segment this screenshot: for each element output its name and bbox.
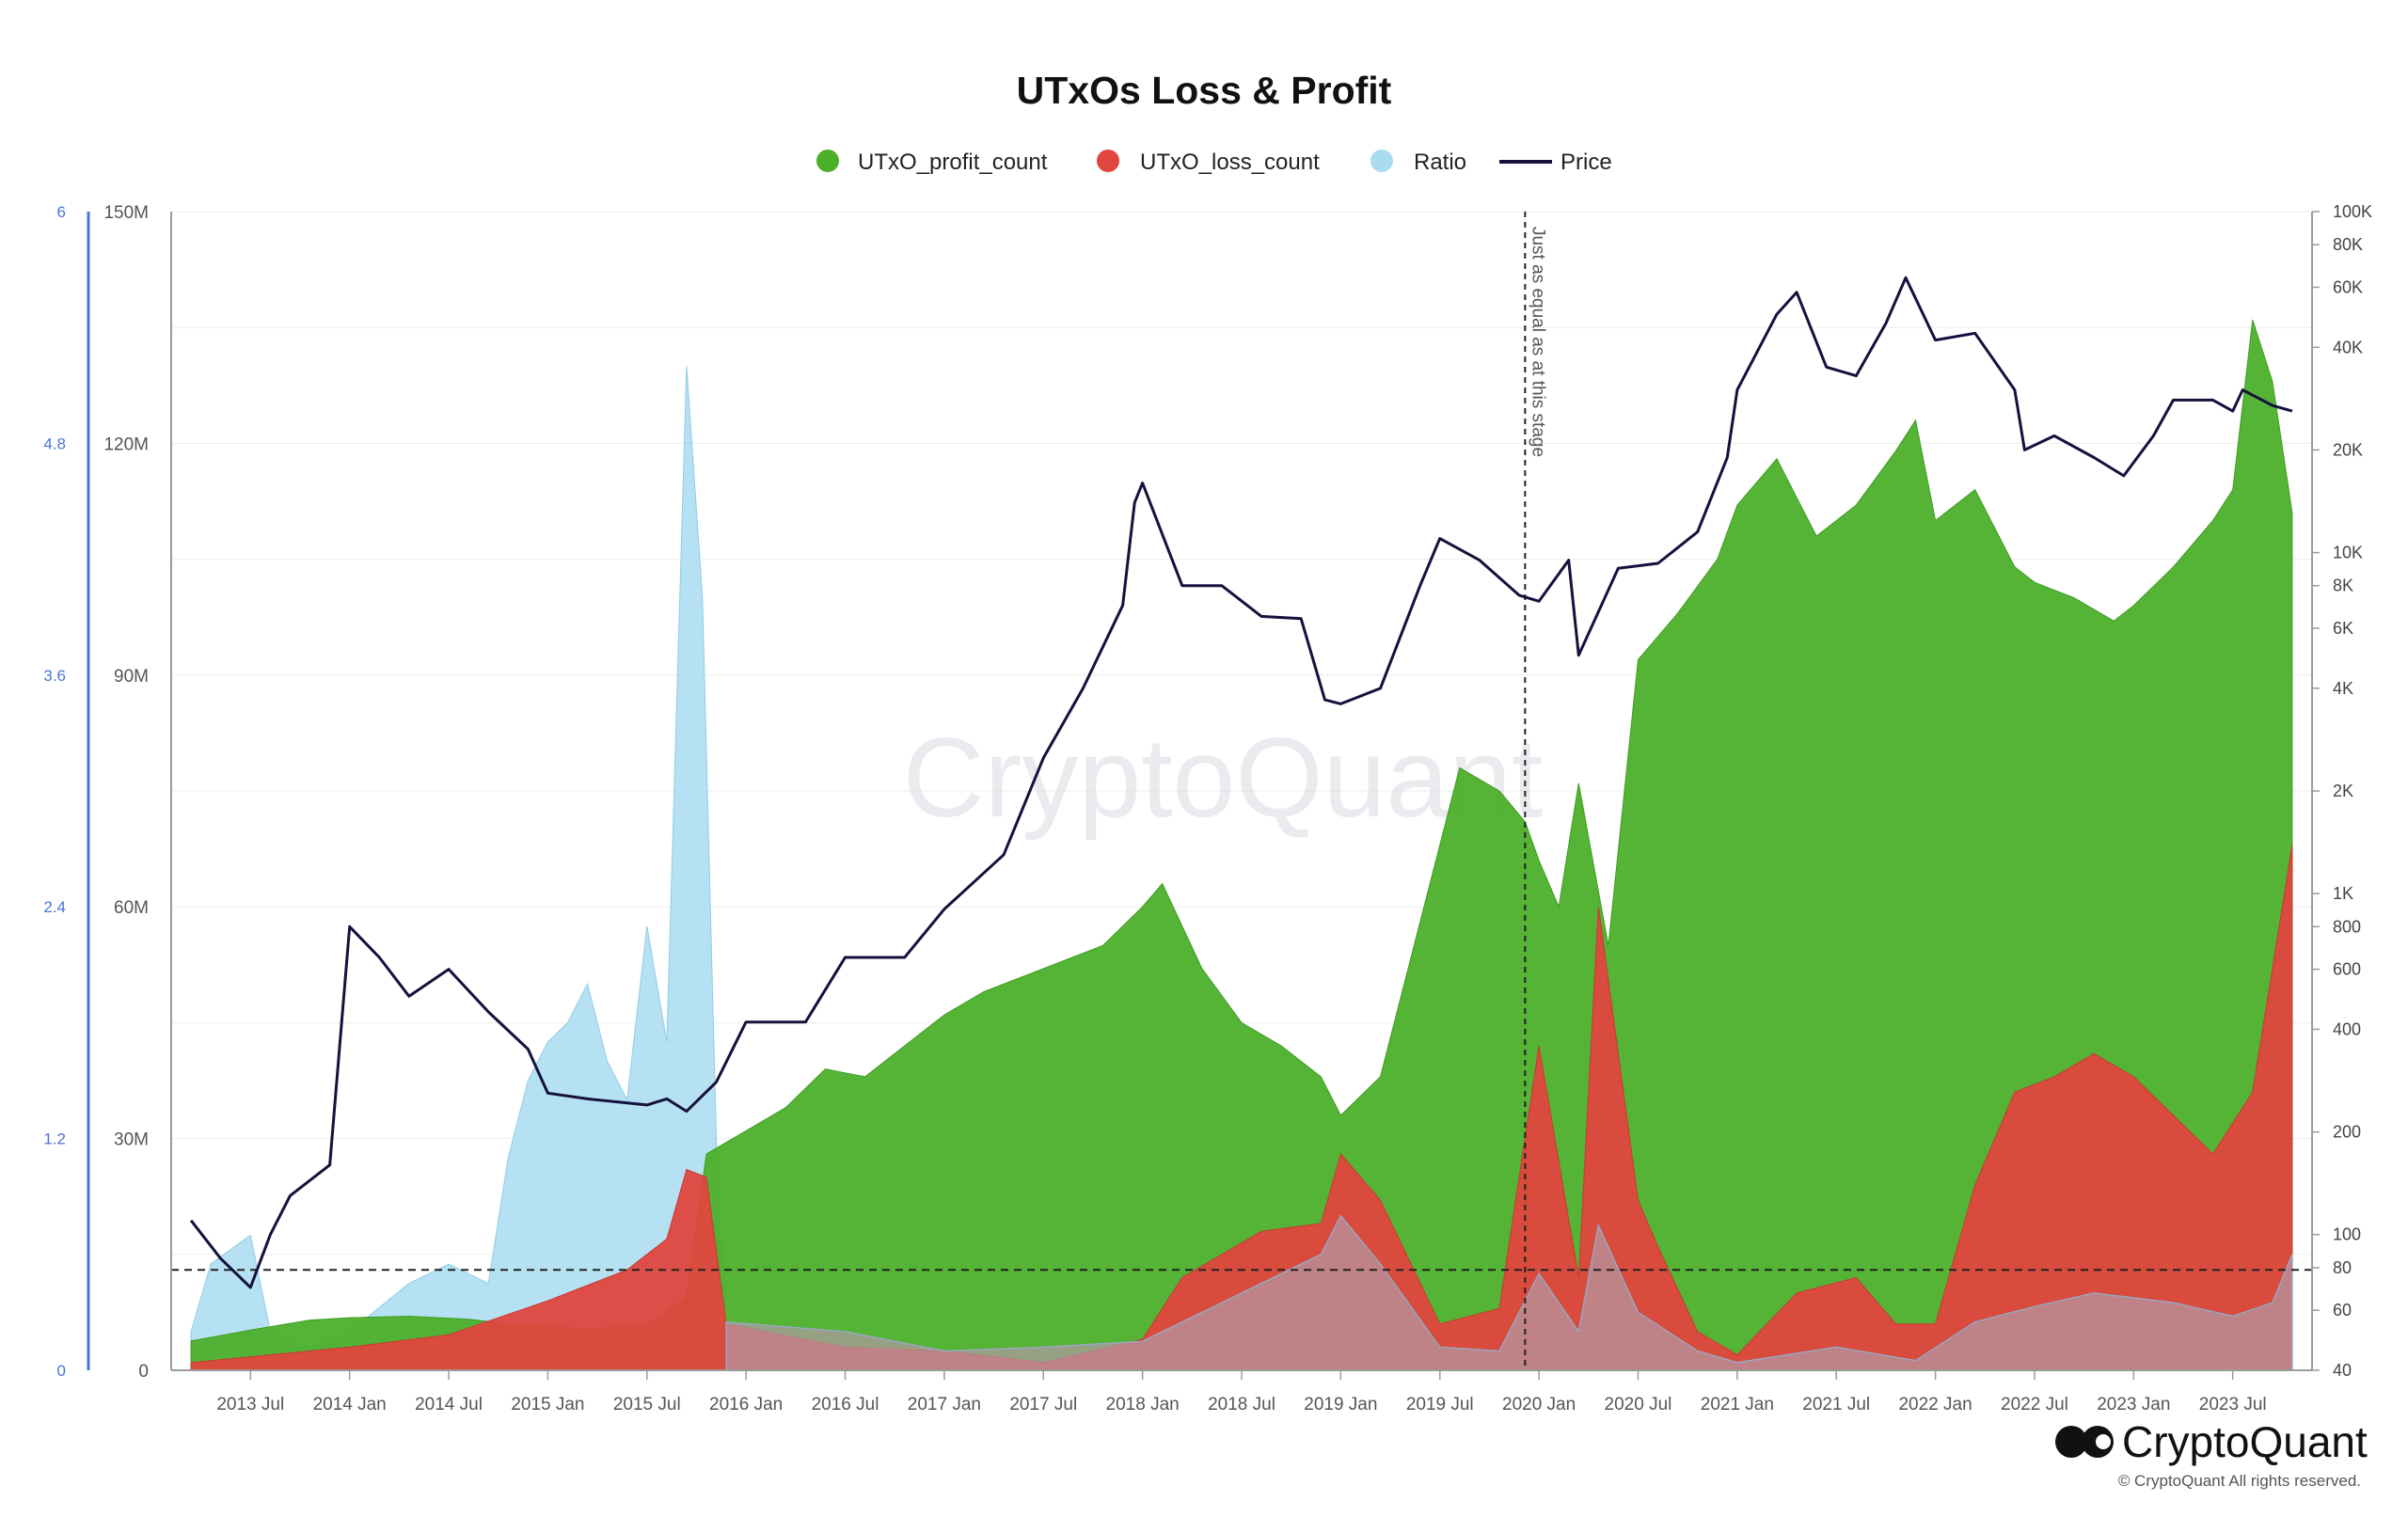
y-price-tick-label: 60 [2333, 1301, 2352, 1319]
x-tick-label: 2013 Jul [216, 1395, 284, 1414]
brand-logo: CryptoQuant [2055, 1417, 2368, 1466]
y-left-tick-label: 30M [114, 1130, 149, 1150]
y-price-tick-label: 100K [2333, 202, 2372, 221]
x-tick-label: 2023 Jan [2097, 1395, 2170, 1414]
y-ratio-tick-label: 2.4 [43, 898, 66, 916]
x-tick-label: 2019 Jan [1304, 1395, 1377, 1414]
x-tick-label: 2020 Jan [1502, 1395, 1576, 1414]
y-ratio-tick-label: 0 [57, 1362, 66, 1380]
y-price-tick-label: 800 [2333, 917, 2361, 936]
legend: UTxO_profit_count UTxO_loss_count Ratio … [816, 150, 1612, 175]
y-price-tick-label: 40 [2333, 1361, 2352, 1380]
x-tick-label: 2016 Jul [812, 1395, 879, 1414]
y-price-tick-label: 20K [2333, 440, 2363, 459]
x-tick-label: 2016 Jan [709, 1395, 783, 1414]
chart-title: UTxOs Loss & Profit [1017, 69, 1392, 112]
legend-label-price: Price [1560, 150, 1612, 175]
watermark: CryptoQuant [903, 715, 1543, 841]
y-price-tick-label: 10K [2333, 544, 2363, 562]
annotation-vertical-label: Just as equal as at this stage [1528, 227, 1547, 457]
y-ratio-tick-label: 6 [57, 203, 66, 221]
axes: 0 30M 60M 90M 120M 150M 0 1.2 2.4 3.6 4.8 6 40 60 80 10… [43, 202, 2372, 1414]
y-price-tick-label: 200 [2333, 1123, 2361, 1142]
annotations: Just as equal as at this stage [171, 212, 2312, 1370]
x-tick-label: 2021 Jan [1701, 1395, 1774, 1414]
y-left-tick-label: 60M [114, 898, 149, 918]
y-price-tick-label: 100 [2333, 1225, 2361, 1244]
y-left-tick-label: 120M [103, 435, 149, 454]
x-tick-label: 2022 Jul [2001, 1395, 2068, 1414]
y-price-tick-label: 80 [2333, 1258, 2352, 1277]
y-ratio-tick-label: 1.2 [43, 1130, 66, 1148]
x-tick-label: 2020 Jul [1605, 1395, 1672, 1414]
x-tick-label: 2018 Jul [1208, 1395, 1275, 1414]
legend-item-loss[interactable]: UTxO_loss_count [1097, 150, 1320, 175]
y-price-tick-label: 400 [2333, 1019, 2361, 1038]
x-tick-label: 2023 Jul [2199, 1395, 2267, 1414]
x-tick-label: 2019 Jul [1406, 1395, 1474, 1414]
y-price-tick-label: 80K [2333, 235, 2363, 254]
x-tick-label: 2015 Jul [613, 1395, 681, 1414]
y-left-tick-label: 150M [103, 203, 149, 223]
x-tick-label: 2017 Jul [1009, 1395, 1077, 1414]
legend-dot-ratio [1370, 150, 1393, 172]
y-ratio-tick-label: 3.6 [43, 667, 66, 685]
legend-dot-loss [1097, 150, 1119, 172]
x-tick-label: 2017 Jan [908, 1395, 981, 1414]
series-ratio-overlay [725, 1214, 2293, 1371]
series-price-line [189, 276, 2293, 1289]
y-price-tick-label: 4K [2333, 679, 2353, 698]
copyright: © CryptoQuant All rights reserved. [2118, 1472, 2361, 1490]
legend-item-ratio[interactable]: Ratio [1370, 150, 1466, 175]
y-price-tick-label: 1K [2333, 884, 2353, 903]
legend-dot-profit [816, 150, 839, 172]
brand-name: CryptoQuant [2122, 1417, 2368, 1466]
legend-item-price[interactable]: Price [1499, 150, 1612, 175]
price-series [189, 276, 2293, 1289]
brand-logo-mark-left [2055, 1426, 2087, 1458]
y-price-tick-label: 40K [2333, 338, 2363, 356]
x-tick-label: 2014 Jan [313, 1395, 387, 1414]
legend-label-profit: UTxO_profit_count [858, 150, 1048, 175]
y-price-tick-label: 6K [2333, 619, 2353, 638]
x-tick-label: 2022 Jan [1898, 1395, 1972, 1414]
y-price-tick-label: 600 [2333, 960, 2361, 979]
y-price-tick-label: 60K [2333, 277, 2363, 296]
x-tick-label: 2018 Jan [1106, 1395, 1180, 1414]
legend-label-loss: UTxO_loss_count [1140, 150, 1320, 175]
legend-label-ratio: Ratio [1414, 150, 1466, 175]
y-left-tick-label: 90M [114, 667, 149, 687]
x-tick-label: 2021 Jul [1802, 1395, 1870, 1414]
x-tick-label: 2014 Jul [415, 1395, 483, 1414]
y-price-tick-label: 8K [2333, 577, 2353, 595]
brand-logo-mark-cut [2096, 1434, 2111, 1449]
y-left-tick-label: 0 [138, 1362, 149, 1382]
y-price-tick-label: 2K [2333, 782, 2353, 800]
x-tick-label: 2015 Jan [511, 1395, 584, 1414]
area-series [190, 319, 2293, 1371]
legend-item-profit[interactable]: UTxO_profit_count [816, 150, 1048, 175]
y-ratio-tick-label: 4.8 [43, 435, 66, 452]
